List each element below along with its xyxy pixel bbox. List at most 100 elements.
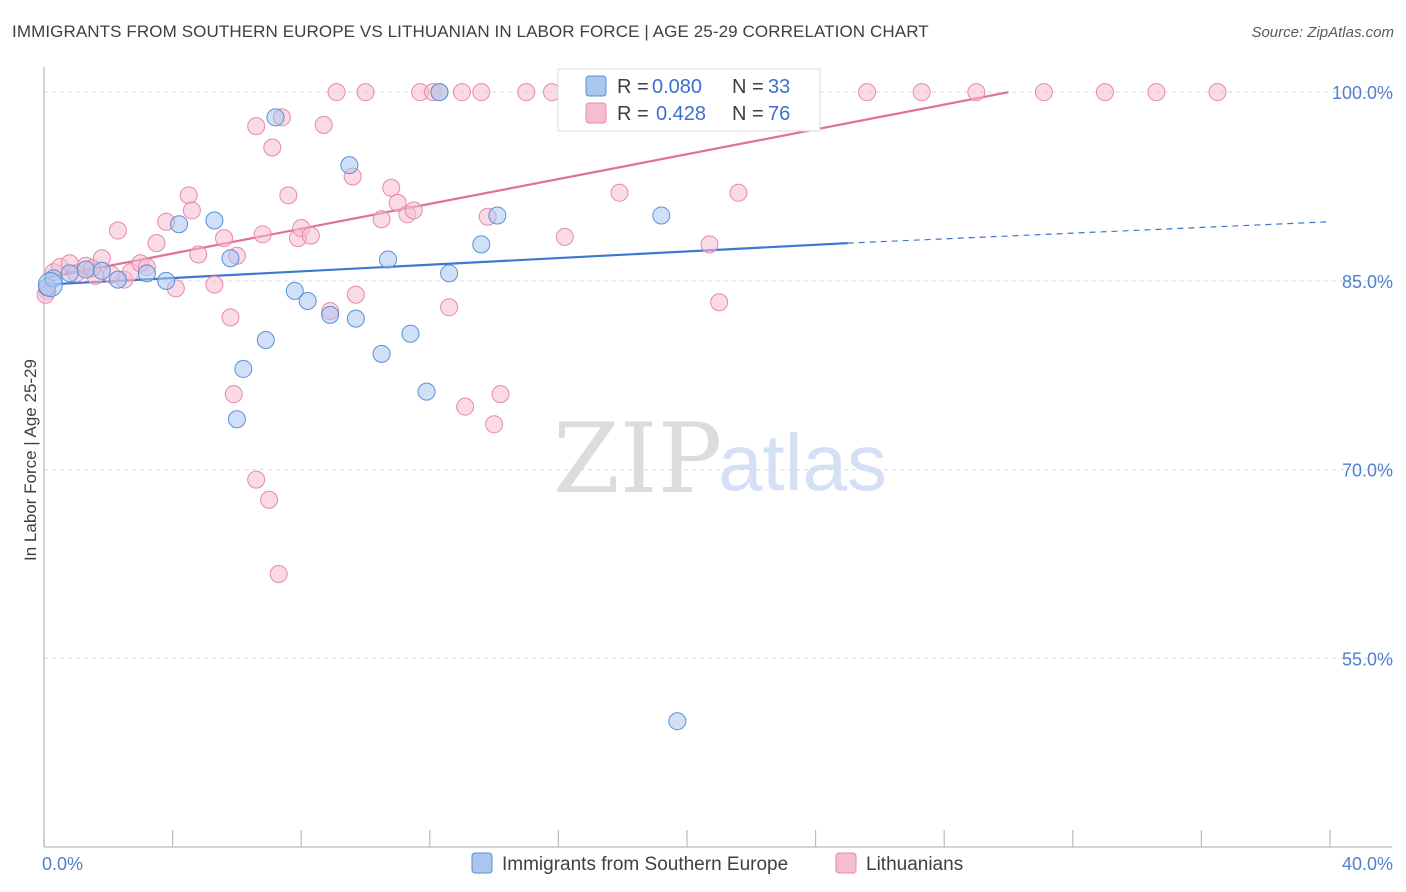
series-legend: Immigrants from Southern Europe Lithuani… [471, 852, 963, 875]
lithuanians-point-41 [382, 178, 401, 197]
lithuanians-point-67 [967, 83, 986, 102]
lithuanians-point-51 [456, 397, 475, 416]
southern-europe-point-16 [298, 292, 317, 310]
x-tick-label-0: 0.0% [42, 854, 83, 874]
southern-europe-point-27 [488, 206, 507, 225]
southern-europe-point-7 [157, 271, 176, 290]
southern-europe-point-20 [372, 344, 391, 363]
lithuanians-point-29 [263, 138, 282, 157]
lithuanians-point-23 [247, 470, 266, 489]
southern-europe-point-32 [37, 272, 63, 298]
lithuanians-point-57 [555, 227, 574, 246]
southern-europe-point-13 [256, 331, 275, 349]
southern-europe-point-18 [340, 156, 359, 175]
axes [43, 67, 1392, 848]
southern-europe-point-12 [234, 359, 253, 378]
source-label: Source: ZipAtlas.com [1251, 24, 1394, 41]
southern-europe-point-24 [430, 83, 449, 102]
lithuanians-point-62 [710, 293, 729, 312]
lithuanians-point-61 [700, 235, 719, 254]
lithuanians-point-8 [108, 221, 127, 240]
southern-europe-point-29 [668, 712, 687, 731]
legend-r-value-blue: 0.080 [652, 76, 702, 98]
watermark-atlas: atlas [718, 418, 887, 507]
southern-europe-point-23 [417, 382, 436, 401]
lithuanians-point-65 [858, 83, 877, 102]
lithuanians-point-54 [491, 385, 510, 404]
southern-europe-point-11 [227, 410, 246, 429]
lithuanians-point-18 [205, 275, 224, 294]
legend-r-label-pink: R = [617, 103, 649, 125]
chart-title: IMMIGRANTS FROM SOUTHERN EUROPE VS LITHU… [12, 22, 929, 41]
lithuanians-point-44 [404, 201, 423, 220]
lithuanians-point-55 [517, 83, 536, 102]
lithuanians-point-50 [472, 83, 491, 102]
southern-europe-point-14 [266, 108, 285, 127]
legend-n-label-pink: N = [732, 103, 764, 125]
stats-legend: R = 0.080 N = 33 R = 0.428 N = 76 [557, 68, 821, 132]
legend-swatch-pink [585, 102, 607, 124]
southern-europe-point-2 [60, 264, 79, 283]
southern-europe-point-6 [137, 264, 156, 283]
lithuanians-point-69 [1095, 83, 1114, 102]
bottom-legend-swatch-pink [835, 852, 857, 874]
southern-europe-point-26 [472, 235, 491, 254]
legend-swatch-blue [585, 75, 607, 97]
southern-europe-point-5 [108, 270, 127, 289]
southern-europe-point-10 [221, 249, 240, 268]
southern-europe-point-19 [346, 309, 365, 328]
southern-europe-point-9 [205, 211, 224, 230]
lithuanians-point-39 [346, 285, 365, 304]
y-axis-title: In Labor Force | Age 25-29 [21, 359, 40, 561]
southern-europe-point-30 [652, 206, 671, 225]
lithuanians-point-17 [189, 245, 208, 264]
southern-europe-point-3 [76, 260, 95, 279]
lithuanians-point-16 [179, 186, 198, 205]
legend-r-label-blue: R = [617, 76, 649, 98]
lithuanians-point-34 [314, 115, 333, 134]
southern-europe-point-17 [321, 305, 340, 324]
lithuanians-point-38 [356, 83, 375, 102]
lithuanians-point-40 [372, 210, 391, 229]
lithuanians-point-28 [247, 117, 266, 136]
legend-n-label-blue: N = [732, 76, 764, 98]
southern-europe-point-25 [440, 264, 459, 283]
bottom-legend-label-blue: Immigrants from Southern Europe [502, 854, 788, 875]
trend-line-lithuanians [43, 91, 1009, 280]
lithuanians-point-63 [729, 183, 748, 202]
lithuanians-point-30 [279, 186, 298, 205]
y-tick-label-3: 55.0% [1342, 649, 1393, 669]
lithuanians-point-48 [440, 298, 459, 317]
lithuanians-point-49 [452, 83, 471, 102]
legend-n-value-blue: 33 [768, 76, 790, 98]
southern-europe-point-4 [92, 261, 111, 280]
southern-europe-point-15 [285, 281, 304, 300]
southern-europe-point-21 [379, 250, 398, 269]
y-tick-label-2: 70.0% [1342, 461, 1393, 481]
lithuanians-point-71 [1208, 83, 1227, 102]
bottom-legend-label-pink: Lithuanians [866, 854, 963, 875]
lithuanians-point-36 [327, 83, 346, 102]
lithuanians-point-19 [221, 308, 240, 327]
lithuanians-point-13 [147, 234, 166, 253]
lithuanians-point-53 [485, 415, 504, 434]
x-tick-label-1: 40.0% [1342, 854, 1393, 874]
southern-europe-point-22 [401, 324, 420, 343]
lithuanians-point-70 [1147, 83, 1166, 102]
southern-europe-point-8 [170, 215, 189, 234]
y-tick-label-0: 100.0% [1332, 83, 1393, 103]
lithuanians-point-26 [269, 565, 288, 583]
bottom-legend-swatch-blue [471, 852, 493, 874]
lithuanians-point-33 [301, 226, 320, 245]
lithuanians-point-75 [182, 201, 201, 220]
lithuanians-point-21 [215, 229, 234, 248]
legend-r-value-pink: 0.428 [656, 103, 706, 125]
y-tick-label-1: 85.0% [1342, 272, 1393, 292]
lithuanians-point-58 [610, 183, 629, 202]
trend-line-southern-europe-extension [847, 221, 1331, 244]
lithuanians-point-20 [224, 385, 243, 404]
lithuanians-point-66 [912, 83, 931, 102]
tick-labels: 100.0% 85.0% 70.0% 55.0% 0.0% 40.0% [42, 83, 1393, 874]
lithuanians-point-25 [260, 490, 279, 509]
